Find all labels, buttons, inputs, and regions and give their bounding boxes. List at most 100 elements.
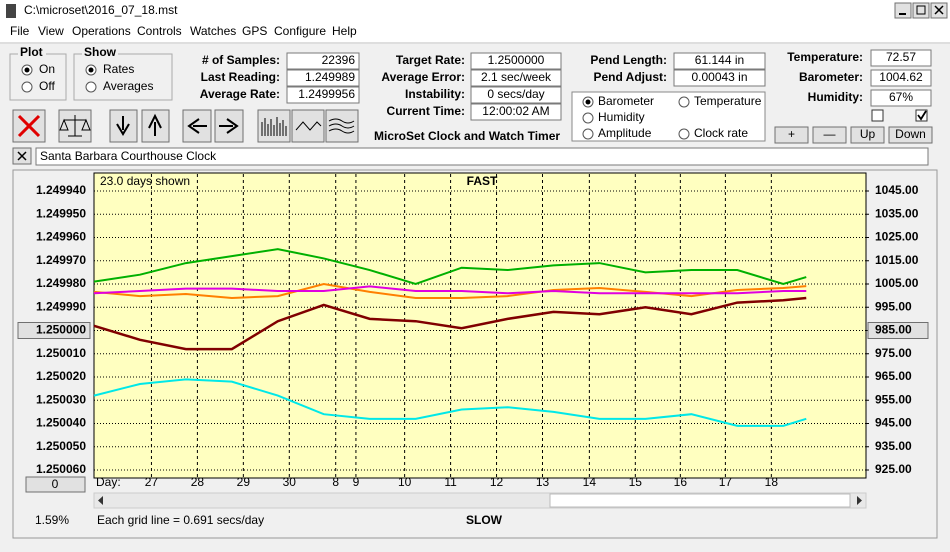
- field-label: Humidity:: [808, 90, 863, 104]
- checkbox[interactable]: [871, 109, 884, 122]
- bottom-label: SLOW: [466, 513, 503, 527]
- radio[interactable]: [678, 96, 690, 108]
- radio-label[interactable]: Rates: [103, 62, 134, 76]
- menu-item[interactable]: GPS: [242, 24, 267, 38]
- field-label: Barometer:: [799, 70, 863, 84]
- reference-button[interactable]: [867, 322, 929, 339]
- text-field: [673, 69, 766, 87]
- reference-button[interactable]: [17, 322, 91, 339]
- icon: [116, 116, 130, 136]
- x-tick-label: 29: [237, 475, 251, 489]
- y-tick-label: 1.250060: [36, 462, 86, 476]
- legend-label[interactable]: Barometer: [598, 94, 654, 108]
- series-line: [93, 285, 807, 295]
- group-title: Plot: [20, 45, 43, 59]
- x-tick-label: 17: [719, 475, 733, 489]
- button[interactable]: [888, 126, 933, 144]
- legend-label[interactable]: Clock rate: [694, 126, 748, 140]
- button[interactable]: [774, 126, 809, 144]
- x-tick-label: 13: [536, 475, 550, 489]
- icon: [187, 118, 207, 134]
- field-value: 2.1 sec/week: [481, 70, 552, 84]
- chart-title: FAST: [467, 174, 498, 188]
- menu-item[interactable]: View: [38, 24, 64, 38]
- menu-item[interactable]: Watches: [190, 24, 236, 38]
- text-field: [286, 69, 360, 87]
- app-name: MicroSet Clock and Watch Timer: [374, 129, 560, 143]
- y2-tick-label: 1015.00: [875, 253, 919, 267]
- icon: [59, 115, 91, 137]
- field-value: 0 secs/day: [487, 87, 544, 101]
- y2-tick-label: 975.00: [875, 346, 912, 360]
- button-label[interactable]: +: [788, 127, 795, 141]
- y2-tick-label: 955.00: [875, 392, 912, 406]
- field-value: 1.2500000: [488, 53, 545, 67]
- button[interactable]: [850, 126, 885, 144]
- text-field: [870, 69, 932, 87]
- icon: [295, 121, 322, 131]
- y-tick-label: 1.250050: [36, 439, 86, 453]
- radio[interactable]: [85, 81, 97, 93]
- text-field: [470, 103, 562, 121]
- y-tick-label: 1.249990: [36, 299, 86, 313]
- x-tick-label: 14: [583, 475, 597, 489]
- y2-tick-label: 985.00: [875, 323, 912, 337]
- scroll-thumb[interactable]: [549, 493, 851, 508]
- series-line: [93, 248, 807, 286]
- offset-button[interactable]: [25, 476, 86, 493]
- field-value: 0.00043 in: [691, 70, 747, 84]
- menu-item[interactable]: File: [10, 24, 30, 38]
- checkbox[interactable]: [915, 109, 928, 122]
- field-label: Target Rate:: [396, 53, 465, 67]
- y2-tick-label: 995.00: [875, 299, 912, 313]
- watch-name: Santa Barbara Courthouse Clock: [40, 149, 217, 163]
- icon: [148, 113, 162, 136]
- field-label: Temperature:: [787, 50, 863, 64]
- window-button[interactable]: [894, 2, 912, 19]
- y-tick-label: 1.249940: [36, 183, 86, 197]
- y-tick-label: 1.250040: [36, 416, 86, 430]
- radio-label[interactable]: Off: [39, 79, 55, 93]
- group-box: [73, 53, 173, 101]
- field-value: 67%: [889, 90, 913, 104]
- button-label[interactable]: —: [824, 127, 836, 141]
- menu-item[interactable]: Controls: [137, 24, 182, 38]
- field-value: 1.249989: [305, 70, 355, 84]
- legend-label[interactable]: Humidity: [598, 110, 645, 124]
- x-tick-label: 30: [283, 475, 297, 489]
- legend-box: [571, 91, 766, 142]
- radio[interactable]: [678, 128, 690, 140]
- field-label: Pend Length:: [590, 53, 667, 67]
- button-label[interactable]: Down: [895, 127, 926, 141]
- legend-label[interactable]: Amplitude: [598, 126, 652, 140]
- field-label: # of Samples:: [202, 53, 280, 67]
- button[interactable]: [812, 126, 847, 144]
- text-field: [286, 52, 360, 70]
- button-label[interactable]: 0: [52, 477, 59, 491]
- text-field: [870, 49, 932, 67]
- button-label[interactable]: Up: [860, 127, 876, 141]
- icon: [916, 5, 926, 15]
- radio[interactable]: [21, 81, 33, 93]
- radio-label[interactable]: On: [39, 62, 55, 76]
- scroll-arrow[interactable]: [857, 496, 862, 505]
- menu-item[interactable]: Help: [332, 24, 357, 38]
- y-tick-label: 1.250000: [36, 323, 86, 337]
- scroll-arrow[interactable]: [98, 496, 103, 505]
- radio-label[interactable]: Averages: [103, 79, 153, 93]
- x-tick-label: 9: [353, 475, 360, 489]
- y2-tick-label: 1035.00: [875, 206, 919, 220]
- view-button[interactable]: [325, 109, 359, 143]
- menu-item[interactable]: Operations: [72, 24, 131, 38]
- title-bar: [0, 0, 950, 22]
- window-button[interactable]: [912, 2, 930, 19]
- radio-dot: [24, 67, 30, 73]
- menu-item[interactable]: Configure: [274, 24, 326, 38]
- view-button[interactable]: [291, 109, 325, 143]
- y2-tick-label: 925.00: [875, 462, 912, 476]
- radio[interactable]: [582, 128, 594, 140]
- text-field: [870, 89, 932, 107]
- legend-label[interactable]: Temperature: [694, 94, 762, 108]
- radio[interactable]: [582, 112, 594, 124]
- x-tick-label: 8: [332, 475, 339, 489]
